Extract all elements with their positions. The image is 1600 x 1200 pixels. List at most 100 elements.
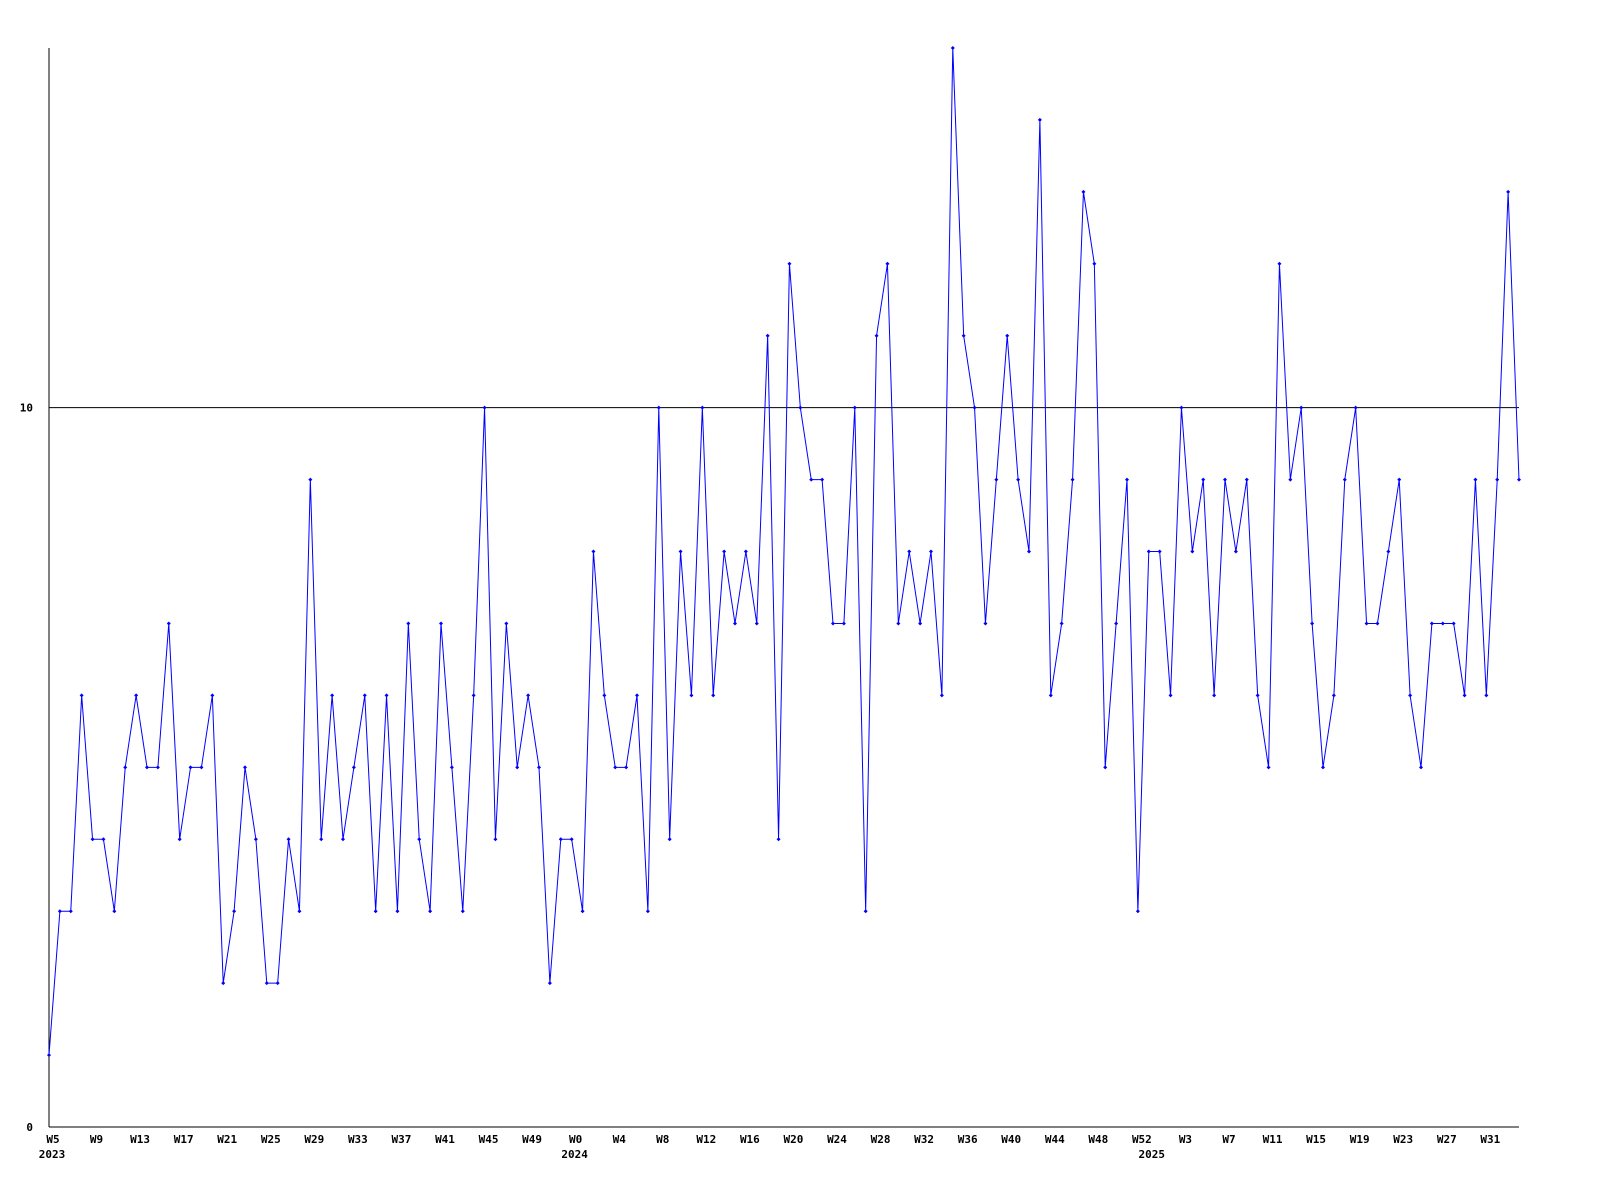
y-tick-label: 10 <box>20 402 33 415</box>
data-point <box>1429 621 1434 626</box>
data-point <box>1223 477 1227 482</box>
data-point <box>929 549 933 554</box>
data-point <box>526 693 531 698</box>
data-point <box>547 981 552 986</box>
data-point <box>351 765 356 770</box>
y-tick-label: 0 <box>26 1121 33 1134</box>
data-point <box>47 1053 51 1058</box>
data-point <box>809 477 814 482</box>
data-point <box>199 765 204 770</box>
data-point <box>983 621 988 626</box>
data-point <box>1135 909 1140 914</box>
data-point <box>166 621 171 626</box>
data-point <box>210 693 215 698</box>
data-point <box>1364 621 1369 626</box>
data-point <box>504 621 509 626</box>
x-tick-label: W24 <box>827 1133 847 1146</box>
x-tick-label: W15 <box>1306 1133 1326 1146</box>
data-point <box>580 909 585 914</box>
data-point <box>1048 693 1053 698</box>
data-point <box>820 477 825 482</box>
x-tick-label: W16 <box>740 1133 760 1146</box>
data-point <box>765 333 770 338</box>
x-tick-label: W21 <box>217 1133 237 1146</box>
data-point <box>1451 621 1456 626</box>
data-point <box>493 837 498 842</box>
x-tick-label: W9 <box>90 1133 103 1146</box>
data-point <box>1103 765 1108 770</box>
data-point <box>123 765 128 770</box>
data-point <box>558 837 563 842</box>
x-tick-label: W25 <box>261 1133 281 1146</box>
data-point <box>1484 693 1489 698</box>
x-tick-label: W8 <box>656 1133 669 1146</box>
data-point <box>297 909 302 914</box>
data-point <box>896 621 901 626</box>
data-point <box>656 405 661 410</box>
data-point <box>711 693 716 698</box>
x-tick-label: W52 <box>1132 1133 1152 1146</box>
data-point <box>188 765 193 770</box>
data-point <box>939 693 944 698</box>
x-tick-label: W20 <box>784 1133 804 1146</box>
data-point <box>624 765 629 770</box>
x-tick-label: W36 <box>958 1133 978 1146</box>
data-point <box>907 549 912 554</box>
data-point <box>134 693 139 698</box>
x-tick-label: W27 <box>1437 1133 1457 1146</box>
data-point <box>1168 693 1173 698</box>
data-point <box>286 837 291 842</box>
data-point <box>972 405 977 410</box>
data-point <box>1070 477 1075 482</box>
data-point <box>1092 261 1097 266</box>
x-tick-label: W17 <box>174 1133 194 1146</box>
data-point <box>155 765 160 770</box>
data-point <box>667 837 672 842</box>
data-point <box>863 909 868 914</box>
data-point <box>319 837 324 842</box>
data-point <box>275 981 280 986</box>
x-tick-label: W37 <box>392 1133 412 1146</box>
x-tick-label: W3 <box>1179 1133 1192 1146</box>
x-tick-label: W13 <box>130 1133 150 1146</box>
data-point <box>733 621 737 626</box>
data-point <box>373 909 378 914</box>
data-point <box>439 621 443 626</box>
data-point <box>1027 549 1031 554</box>
data-point <box>1506 189 1511 194</box>
year-label: 2024 <box>561 1148 588 1161</box>
data-point <box>1288 477 1293 482</box>
data-point <box>635 693 639 698</box>
data-point <box>961 333 966 338</box>
data-point <box>1299 405 1304 410</box>
data-point <box>874 333 879 338</box>
data-point <box>1266 765 1271 770</box>
data-point <box>1353 405 1358 410</box>
x-tick-label: W5 <box>46 1133 59 1146</box>
data-point <box>1495 477 1500 482</box>
data-point <box>79 693 84 698</box>
data-point <box>384 693 389 698</box>
data-point <box>90 837 95 842</box>
data-point <box>591 549 596 554</box>
data-point <box>831 621 835 626</box>
data-point <box>1037 117 1042 122</box>
data-point <box>678 549 683 554</box>
data-point <box>1321 765 1325 770</box>
data-point <box>1190 549 1195 554</box>
data-point <box>482 405 487 410</box>
x-tick-label: W33 <box>348 1133 368 1146</box>
data-point <box>515 765 520 770</box>
data-point <box>1462 693 1467 698</box>
data-point <box>1201 477 1206 482</box>
x-tick-label: W41 <box>435 1133 455 1146</box>
data-point <box>994 477 999 482</box>
data-point <box>243 765 247 770</box>
data-point <box>1386 549 1391 554</box>
data-point <box>1375 621 1380 626</box>
data-point <box>330 693 335 698</box>
data-point <box>449 765 454 770</box>
data-point <box>1157 549 1162 554</box>
data-point <box>602 693 607 698</box>
data-point <box>1212 693 1217 698</box>
